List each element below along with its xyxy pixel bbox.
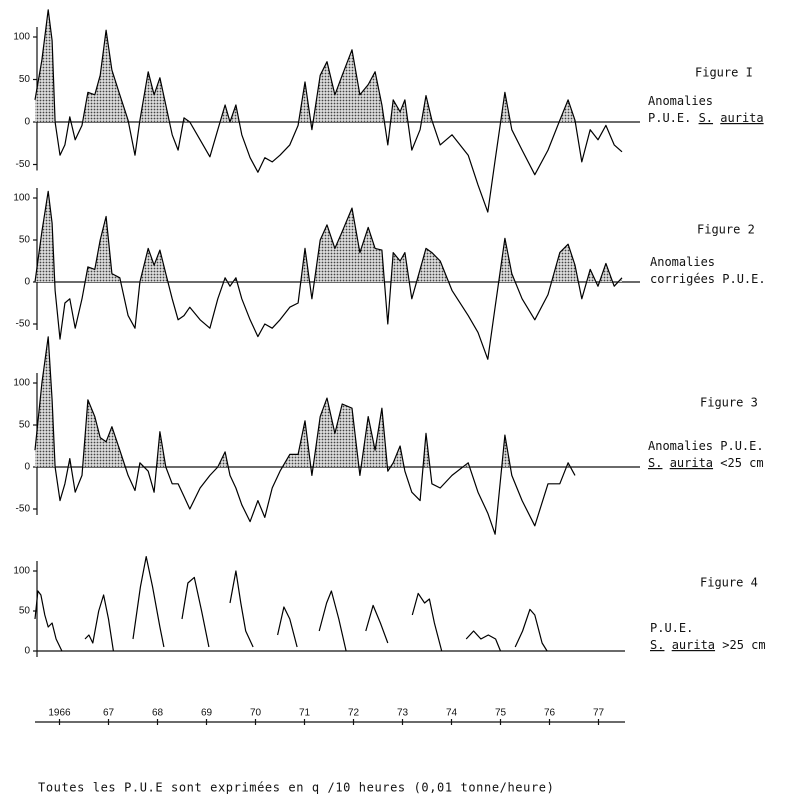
footnote: Toutes les P.U.E sont exprimées en q /10… <box>38 781 554 795</box>
figure-description: P.U.E. S. aurita <box>648 111 764 125</box>
x-tick-label: 71 <box>299 708 311 719</box>
figure-description: Anomalies <box>650 255 715 269</box>
x-tick-label: 73 <box>397 708 409 719</box>
figure-description: corrigées P.U.E. <box>650 272 766 286</box>
y-tick-label: 50 <box>19 235 31 246</box>
series-line <box>34 190 623 360</box>
description-part: S. <box>648 456 662 470</box>
x-tick-label: 70 <box>250 708 262 719</box>
description-part: S. <box>699 111 713 125</box>
description-part: <25 cm <box>713 456 764 470</box>
y-tick-label: -50 <box>16 504 31 515</box>
x-tick-label: 67 <box>103 708 115 719</box>
y-tick-label: 100 <box>13 32 30 43</box>
y-tick-label: -50 <box>16 319 31 330</box>
y-tick-label: 50 <box>19 606 31 617</box>
figure-title: Figure 3 <box>700 396 758 410</box>
description-part <box>713 111 720 125</box>
figure-description: S. aurita <25 cm <box>648 456 764 470</box>
description-part: P.U.E. <box>648 111 699 125</box>
series-line <box>34 556 548 652</box>
description-part: >25 cm <box>715 638 766 652</box>
x-tick-label: 76 <box>544 708 556 719</box>
y-tick-label: 50 <box>19 74 31 85</box>
figure-description: P.U.E. <box>650 621 693 635</box>
y-tick-label: 0 <box>24 646 30 657</box>
x-tick-label: 77 <box>593 708 605 719</box>
description-part: corrigées P.U.E. <box>650 272 766 286</box>
description-part: aurita <box>720 111 763 125</box>
positive-area <box>35 191 622 282</box>
y-tick-label: -50 <box>16 159 31 170</box>
x-tick-label: 68 <box>152 708 164 719</box>
series-line <box>34 336 576 535</box>
description-part: P.U.E. <box>650 621 693 635</box>
y-tick-label: 50 <box>19 420 31 431</box>
description-part: S. <box>650 638 664 652</box>
y-tick-label: 100 <box>13 193 30 204</box>
description-part <box>664 638 671 652</box>
x-tick-label: 1966 <box>48 708 71 719</box>
figure-title: Figure 4 <box>700 576 758 590</box>
y-tick-label: 0 <box>24 117 30 128</box>
figure-title: Figure 2 <box>697 223 755 237</box>
description-part: Anomalies <box>648 94 713 108</box>
description-part: aurita <box>670 456 713 470</box>
x-tick-label: 75 <box>495 708 507 719</box>
positive-area <box>35 336 575 467</box>
description-part: Anomalies P.U.E. <box>648 439 764 453</box>
x-tick-label: 72 <box>348 708 360 719</box>
x-tick-label: 74 <box>446 708 458 719</box>
figure-title: Figure I <box>695 66 753 80</box>
series-line <box>34 9 623 213</box>
y-tick-label: 0 <box>24 462 30 473</box>
y-tick-label: 100 <box>13 378 30 389</box>
x-tick-label: 69 <box>201 708 213 719</box>
description-part <box>662 456 669 470</box>
figure-description: Anomalies P.U.E. <box>648 439 764 453</box>
figure-description: S. aurita >25 cm <box>650 638 766 652</box>
positive-area <box>35 9 622 122</box>
figure-description: Anomalies <box>648 94 713 108</box>
description-part: aurita <box>672 638 715 652</box>
y-tick-label: 0 <box>24 277 30 288</box>
description-part: Anomalies <box>650 255 715 269</box>
y-tick-label: 100 <box>13 566 30 577</box>
